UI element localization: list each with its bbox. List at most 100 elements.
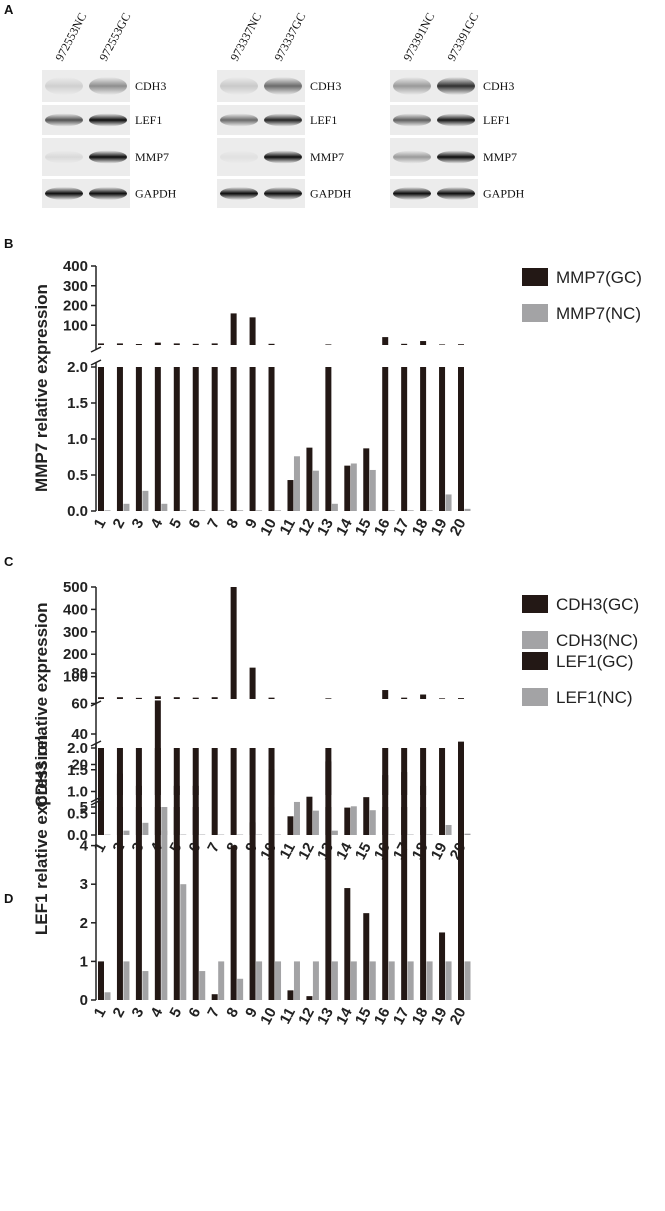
blot-band [45,150,83,164]
bar [123,830,130,835]
protein-label: CDH3 [483,79,514,93]
bar [331,503,338,511]
bar [116,773,123,795]
bar [230,313,237,345]
y-tick-label: 1.0 [67,431,88,448]
bar [104,510,111,511]
bar [173,807,180,1000]
blot-band [89,113,127,127]
bar [249,667,256,699]
x-tick-label: 14 [333,515,356,538]
bar [192,785,199,795]
bar [142,822,149,835]
bar [268,367,275,511]
blot-band [437,150,475,164]
bar [180,884,187,1000]
panel-letter: D [4,891,13,906]
bar [382,337,389,345]
protein-label: MMP7 [310,150,344,164]
legend-label: CDH3(NC) [556,631,638,650]
protein-label: GAPDH [483,187,525,201]
bar [325,367,332,511]
x-tick-label: 12 [295,516,318,539]
blot-band [437,113,475,127]
bar [458,367,464,511]
bar [382,367,389,511]
bar [287,480,294,511]
bar [256,510,263,511]
bar [135,807,142,1000]
bar [350,463,357,511]
protein-label: GAPDH [310,187,352,201]
bar [312,470,319,511]
legend-swatch [522,688,548,706]
blot-band [45,77,83,95]
bar [445,494,452,511]
bar [116,367,123,511]
bar [237,978,244,1000]
bar [211,748,218,835]
bar [230,845,237,1000]
x-tick-label: 12 [295,1005,318,1028]
bar [382,690,389,699]
y-tick-label: 300 [63,624,88,641]
bar [249,317,256,345]
bar [363,797,370,835]
x-tick-label: 14 [333,839,356,862]
bar [142,490,149,511]
x-tick-label: 15 [352,516,375,539]
bar [464,833,471,835]
y-tick-label: 0.5 [67,805,88,822]
bar [180,510,187,511]
x-tick-label: 18 [409,516,432,539]
bar [439,698,446,699]
bar [369,810,376,835]
y-tick-label: 3 [80,876,88,893]
bar [154,367,161,511]
bar [420,367,427,511]
bar [98,343,104,345]
bar [458,344,464,345]
y-tick-label: 0 [80,992,88,1009]
x-tick-label: 11 [277,516,299,538]
y-tick-label: 60 [71,696,88,713]
blot-band [264,187,302,200]
x-tick-label: 19 [428,1005,451,1028]
bar [116,343,123,345]
bar [116,697,123,699]
blot-band [393,77,431,95]
protein-label: LEF1 [135,113,162,127]
legend-label: LEF1(NC) [556,688,633,707]
bar [192,807,199,1000]
bar [458,741,464,795]
x-tick-label: 13 [314,1005,337,1028]
bar [123,961,130,1000]
bar [325,344,332,345]
bar [173,343,180,345]
bar [382,807,389,1000]
y-tick-label: 300 [63,278,88,295]
bar [154,342,161,345]
bar [199,971,206,1000]
bar [154,700,161,795]
bar [98,961,104,1000]
blot-band [393,150,431,164]
bar [350,961,357,1000]
bar [458,698,464,699]
y-tick-label: 5 [80,799,88,816]
protein-label: CDH3 [310,79,341,93]
bar [218,961,225,1000]
x-tick-label: 11 [277,1005,299,1027]
bar [199,510,206,511]
bar [98,367,104,511]
axis-break [90,796,102,803]
protein-label: CDH3 [135,79,166,93]
protein-label: LEF1 [310,113,337,127]
axis-break [90,346,102,353]
y-tick-label: 1 [80,953,88,970]
bar [249,367,256,511]
bar [388,510,395,511]
bar [287,990,294,1000]
blot-band [264,113,302,127]
